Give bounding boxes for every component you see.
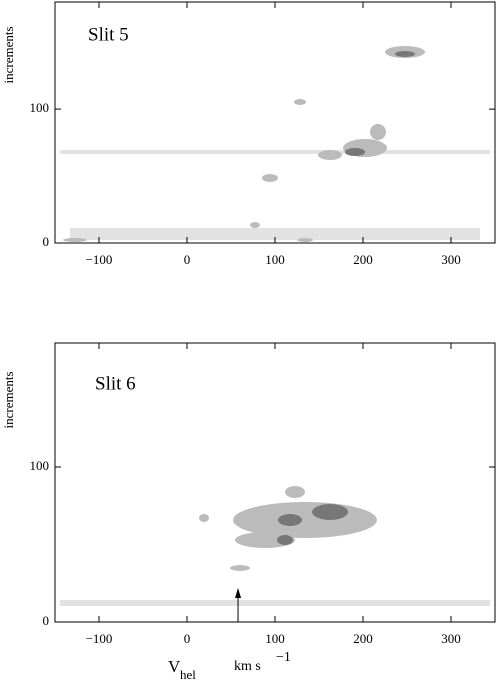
y-tick-label: 100 [30, 458, 50, 473]
intensity-patch [60, 150, 490, 154]
intensity-patch [318, 150, 342, 160]
intensity-patch [60, 600, 490, 606]
x-tick-label: 200 [353, 252, 373, 267]
intensity-patch [395, 51, 415, 57]
x-tick-label: 200 [353, 631, 373, 646]
arrow-head [235, 588, 242, 598]
intensity-patch [312, 504, 348, 520]
x-axis-label-sup: −1 [276, 650, 291, 665]
intensity-patch [294, 99, 306, 105]
x-tick-label: 0 [184, 631, 191, 646]
intensity-patch [370, 124, 386, 140]
y-tick-label: 0 [43, 234, 50, 249]
y-axis-label: increments [1, 371, 16, 428]
intensity-patch [285, 486, 305, 498]
intensity-patch [235, 532, 295, 548]
x-tick-label: 100 [265, 631, 285, 646]
y-tick-label: 100 [30, 100, 50, 115]
intensity-patch [63, 238, 87, 242]
panel-title: Slit 6 [95, 373, 136, 394]
x-tick-label: 300 [441, 631, 461, 646]
x-tick-label: 100 [265, 252, 285, 267]
y-tick-label: 0 [43, 613, 50, 628]
y-axis-label: increments [1, 26, 16, 83]
x-axis-label: V [168, 657, 181, 676]
x-tick-label: 0 [184, 252, 191, 267]
x-axis-label-unit: km s [234, 659, 261, 674]
intensity-patch [278, 514, 302, 526]
intensity-patch [70, 228, 480, 240]
intensity-map-top [60, 46, 490, 242]
intensity-patch [230, 565, 250, 571]
intensity-patch [345, 148, 365, 156]
intensity-patch [199, 514, 209, 522]
x-tick-label: −100 [86, 631, 113, 646]
intensity-map-bottom [60, 486, 490, 606]
intensity-patch [277, 535, 293, 545]
intensity-patch [250, 222, 260, 228]
x-tick-label: 300 [441, 252, 461, 267]
panel-title: Slit 5 [88, 24, 129, 45]
intensity-patch [297, 238, 313, 242]
intensity-patch [262, 174, 278, 182]
x-axis-label-sub: hel [180, 667, 196, 682]
x-tick-label: −100 [86, 252, 113, 267]
